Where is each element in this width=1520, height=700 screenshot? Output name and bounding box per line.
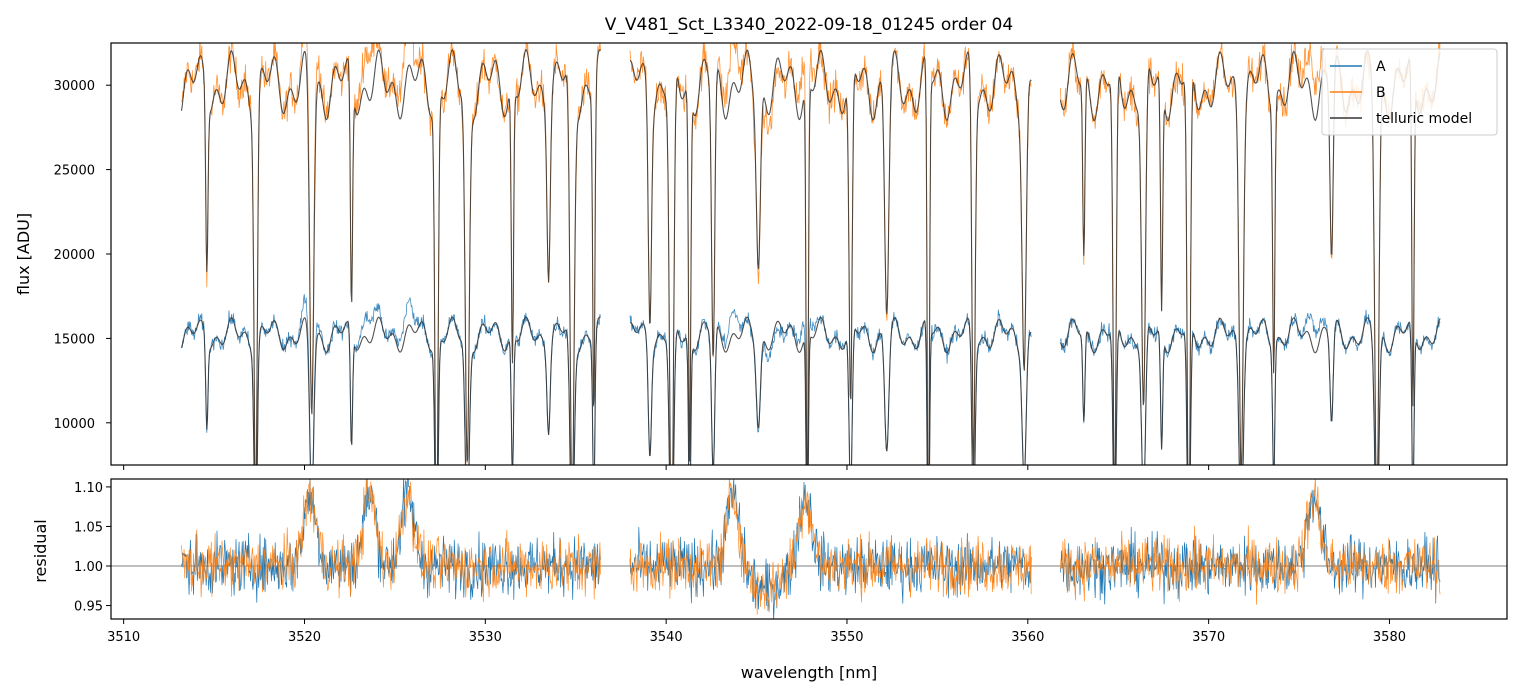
legend-label-telluric: telluric model xyxy=(1376,111,1472,127)
residual-x-tick-label: 3540 xyxy=(650,630,683,645)
legend: A B telluric model xyxy=(1321,48,1498,136)
flux-y-tick-label: 15000 xyxy=(54,332,95,347)
residual-y-tick-label: 1.05 xyxy=(74,520,103,535)
flux-y-tick-label: 20000 xyxy=(54,248,95,263)
residual-plot-frame xyxy=(110,478,1508,620)
flux-panel: 10000 15000 20000 25000 30000 flux [ADU] A B… xyxy=(14,42,1508,470)
residual-x-tick-label: 3530 xyxy=(469,630,502,645)
chart-title: V_V481_Sct_L3340_2022-09-18_01245 order … xyxy=(605,15,1013,35)
residual-x-tick-label: 3570 xyxy=(1192,630,1225,645)
legend-box xyxy=(1321,48,1498,136)
residual-y-tick-label: 1.00 xyxy=(74,560,103,575)
residual-x-tick-label: 3580 xyxy=(1373,630,1406,645)
series-b-residual-line xyxy=(181,479,1441,615)
telluric-model-line-b xyxy=(180,49,1441,465)
residual-y-tick-label: 0.95 xyxy=(74,600,103,615)
residual-y-label: residual xyxy=(31,519,50,582)
legend-label-a: A xyxy=(1376,59,1386,75)
flux-y-tick-label: 30000 xyxy=(54,79,95,94)
flux-y-tick-label: 25000 xyxy=(54,164,95,179)
x-axis-label: wavelength [nm] xyxy=(741,663,878,682)
flux-y-tick-label: 10000 xyxy=(54,417,95,432)
residual-x-tick-label: 3520 xyxy=(288,630,321,645)
residual-x-tick-label: 3550 xyxy=(830,630,863,645)
residual-y-tick-label: 1.10 xyxy=(74,481,103,496)
residual-panel: 0.95 1.00 1.05 1.10 3510 3520 3530 3540 3550 356… xyxy=(31,478,1508,682)
flux-y-label: flux [ADU] xyxy=(14,213,33,295)
telluric-model-line-a xyxy=(180,316,1441,465)
residual-x-tick-label: 3510 xyxy=(107,630,140,645)
legend-label-b: B xyxy=(1376,85,1386,101)
residual-x-tick-label: 3560 xyxy=(1011,630,1044,645)
